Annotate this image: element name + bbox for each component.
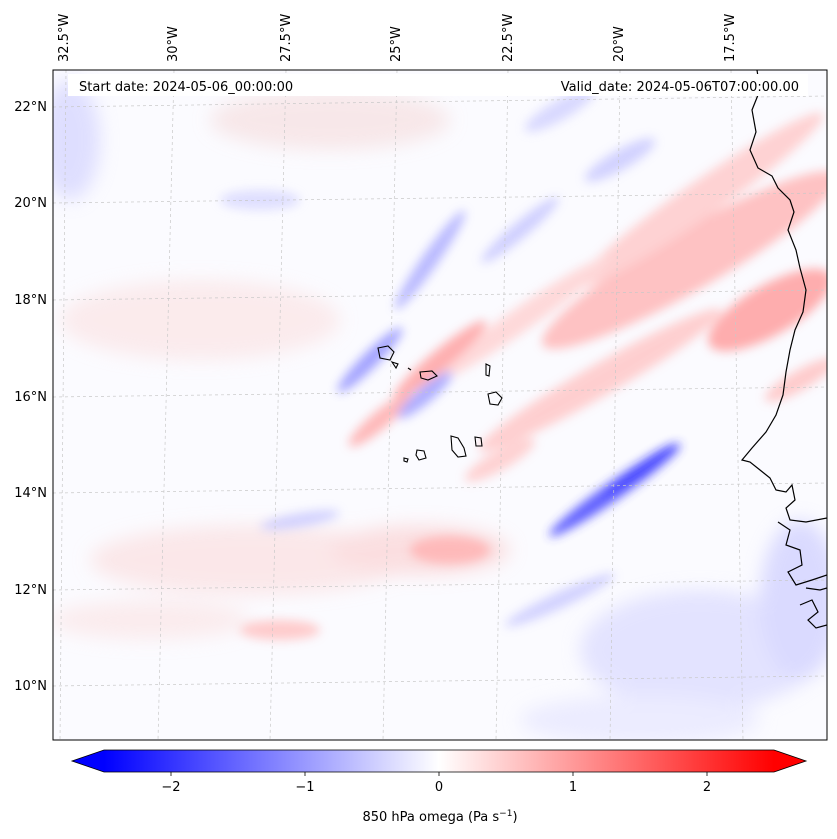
lon-label: 27.5°W (279, 14, 294, 62)
lon-label: 32.5°W (57, 14, 72, 62)
lon-label: 17.5°W (723, 14, 738, 62)
lon-label: 22.5°W (501, 14, 516, 62)
colorbar: −2 −1 0 1 2 850 hPa omega (Pa s−1) (70, 749, 808, 825)
lon-label: 20°W (612, 26, 627, 62)
lat-label: 18°N (14, 293, 47, 308)
colorbar-tick-label: 1 (569, 780, 577, 795)
colorbar-tick-label: −1 (295, 780, 314, 795)
colorbar-label-superscript: −1 (499, 809, 512, 819)
cape-verde-islands (377, 345, 503, 463)
lat-label: 20°N (14, 196, 47, 211)
colorbar-gradient (104, 750, 774, 772)
valid-date-label: Valid_date: 2024-05-06T07:00:00.00 (561, 80, 799, 95)
longitude-labels: 32.5°W 30°W 27.5°W 25°W 22.5°W 20°W 17.5… (57, 14, 738, 62)
omega-field (53, 70, 827, 740)
graticule (53, 70, 827, 740)
lat-label: 10°N (14, 679, 47, 694)
info-banner (68, 74, 808, 96)
colorbar-tick-label: 2 (703, 780, 711, 795)
colorbar-extend-max (774, 750, 806, 772)
colorbar-extend-min (72, 750, 104, 772)
colorbar-label-main: 850 hPa omega (Pa s (362, 810, 499, 825)
start-date-label: Start date: 2024-05-06_00:00:00 (79, 80, 293, 95)
colorbar-label-close: ) (512, 810, 517, 825)
latitude-labels: 22°N 20°N 18°N 16°N 14°N 12°N 10°N (14, 100, 47, 694)
lat-label: 22°N (14, 100, 47, 115)
colorbar-tick-label: −2 (161, 780, 180, 795)
lat-label: 16°N (14, 390, 47, 405)
lon-label: 25°W (389, 26, 404, 62)
map-frame (52, 69, 828, 741)
colorbar-tick-label: 0 (435, 780, 443, 795)
colorbar-outline (70, 749, 808, 773)
colorbar-ticks: −2 −1 0 1 2 (161, 772, 711, 795)
lat-label: 12°N (14, 583, 47, 598)
lat-label: 14°N (14, 486, 47, 501)
coastline-africa (740, 70, 827, 629)
lon-label: 30°W (166, 26, 181, 62)
colorbar-label: 850 hPa omega (Pa s−1) (362, 809, 517, 825)
